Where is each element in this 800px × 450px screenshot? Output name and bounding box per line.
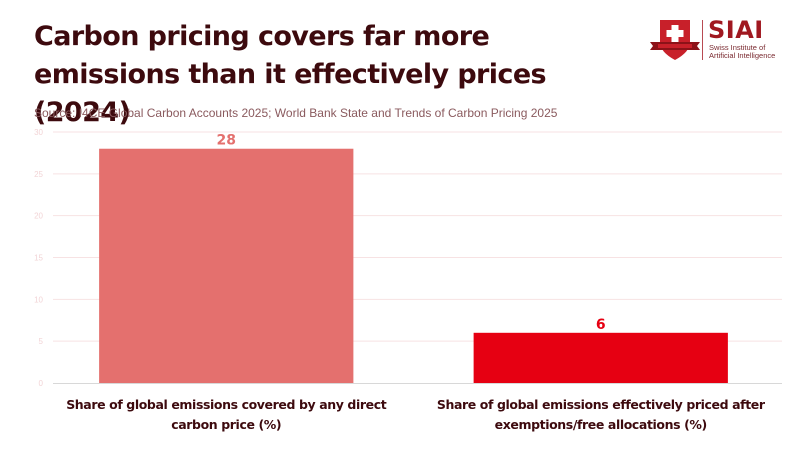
y-tick-label: 25	[34, 170, 43, 179]
x-category-label: Share of global emissions covered by any…	[66, 397, 387, 432]
logo-divider	[702, 20, 703, 60]
chart-source: Source: I4CE Global Carbon Accounts 2025…	[34, 106, 558, 120]
logo-subtitle: Swiss Institute of Artificial Intelligen…	[709, 43, 776, 60]
chart-title: Carbon pricing covers far more emissions…	[34, 21, 547, 128]
y-tick-label: 15	[34, 254, 43, 263]
bars	[99, 148, 728, 383]
x-category-label: Share of global emissions effectively pr…	[436, 397, 765, 432]
data-label: 6	[596, 317, 606, 333]
bar	[99, 148, 354, 383]
data-labels: 28 6	[217, 133, 606, 333]
y-tick-label: 0	[39, 379, 44, 388]
siai-logo: SIAI Swiss Institute of Artificial Intel…	[648, 16, 788, 64]
data-label: 28	[217, 133, 236, 149]
y-tick-label: 5	[39, 337, 44, 346]
y-axis-ticks: 0 5 10 15 20 25 30	[34, 128, 43, 388]
bar	[473, 332, 728, 383]
logo-name: SIAI	[708, 16, 764, 44]
y-tick-label: 20	[34, 212, 43, 221]
y-tick-label: 10	[34, 295, 43, 304]
y-tick-label: 30	[34, 128, 43, 137]
swiss-cross-shield-icon	[650, 20, 700, 60]
